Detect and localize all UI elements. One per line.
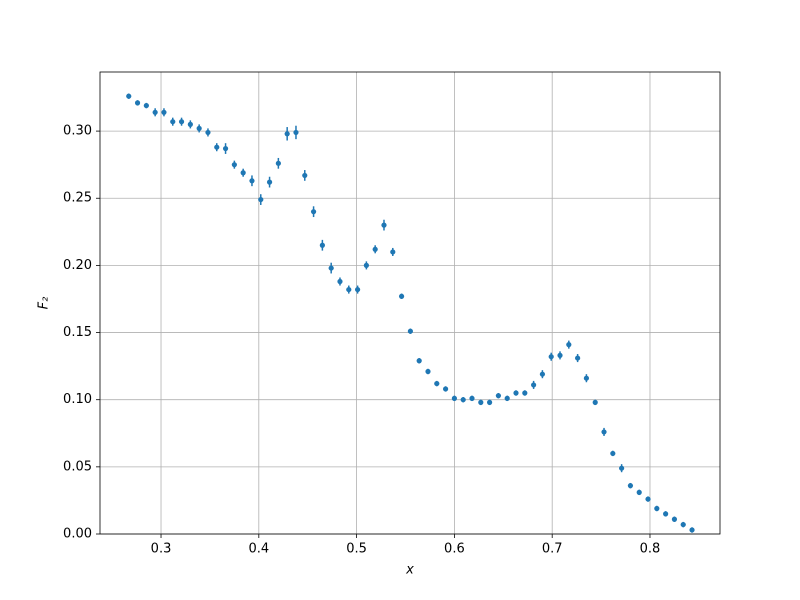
data-point: [495, 393, 502, 399]
y-tick-label: 0.30: [63, 124, 92, 139]
data-point: [504, 395, 510, 401]
data-point: [266, 179, 273, 185]
data-point: [319, 242, 325, 248]
data-point: [619, 465, 625, 471]
data-point: [460, 397, 466, 403]
data-point: [434, 380, 440, 387]
y-tick-label: 0.20: [63, 258, 92, 273]
data-point: [575, 355, 581, 361]
data-point: [654, 505, 660, 512]
data-point: [328, 265, 334, 271]
data-point: [346, 286, 352, 293]
plot-frame: [99, 71, 721, 535]
data-point: [398, 293, 405, 299]
data-point: [302, 172, 308, 179]
data-point: [487, 399, 493, 405]
data-point: [390, 249, 396, 255]
data-point: [275, 160, 281, 166]
x-tick-label: 0.7: [542, 542, 563, 557]
data-point: [557, 352, 563, 358]
data-point: [442, 386, 449, 392]
data-point: [170, 119, 176, 125]
data-point: [407, 328, 413, 334]
data-point: [522, 390, 528, 396]
data-point: [425, 368, 431, 375]
data-point: [258, 196, 264, 203]
x-tick-label: 0.5: [346, 542, 367, 557]
data-point: [548, 354, 554, 360]
data-point: [363, 262, 369, 268]
data-point: [663, 511, 669, 517]
data-point: [293, 129, 299, 136]
data-point: [680, 521, 686, 528]
data-point: [381, 222, 387, 228]
data-point: [531, 382, 537, 388]
x-tick-label: 0.3: [151, 542, 172, 557]
data-point: [451, 395, 457, 401]
data-point: [143, 102, 149, 109]
y-tick-label: 0.25: [63, 191, 92, 206]
data-point: [310, 209, 317, 215]
x-tick-label: 0.8: [640, 542, 661, 557]
data-point: [469, 395, 475, 401]
y-axis-label: F₂: [37, 297, 52, 310]
data-point: [592, 399, 598, 405]
data-point: [601, 429, 607, 435]
data-point: [416, 358, 422, 364]
y-tick-label: 0.05: [63, 459, 92, 474]
data-point: [222, 145, 229, 152]
data-point: [627, 483, 634, 489]
data-point: [354, 286, 361, 293]
data-point: [161, 109, 167, 115]
data-point: [187, 121, 193, 127]
data-point: [126, 93, 132, 99]
data-point: [478, 399, 484, 405]
data-point: [284, 131, 290, 137]
data-point: [645, 496, 651, 502]
data-point: [240, 170, 246, 176]
x-axis-label: x: [405, 563, 414, 578]
data-point: [636, 489, 642, 495]
data-point: [539, 371, 546, 377]
data-point: [513, 390, 519, 396]
data-point: [372, 246, 378, 252]
x-tick-label: 0.4: [248, 542, 269, 557]
data-point: [249, 178, 255, 184]
y-tick-label: 0.10: [63, 392, 92, 407]
y-tick-label: 0.00: [63, 527, 92, 542]
data-point: [689, 527, 695, 533]
y-tick-label: 0.15: [63, 325, 92, 340]
x-tick-label: 0.6: [444, 542, 465, 557]
data-point: [231, 162, 237, 168]
data-point: [566, 342, 572, 348]
data-point: [152, 109, 158, 115]
data-point: [671, 516, 678, 522]
data-point: [583, 375, 590, 381]
data-point: [214, 144, 220, 150]
data-point: [134, 100, 141, 106]
data-point: [610, 450, 616, 457]
data-point: [196, 125, 202, 132]
data-point: [337, 278, 343, 285]
data-point: [205, 129, 211, 136]
data-point: [178, 119, 185, 125]
